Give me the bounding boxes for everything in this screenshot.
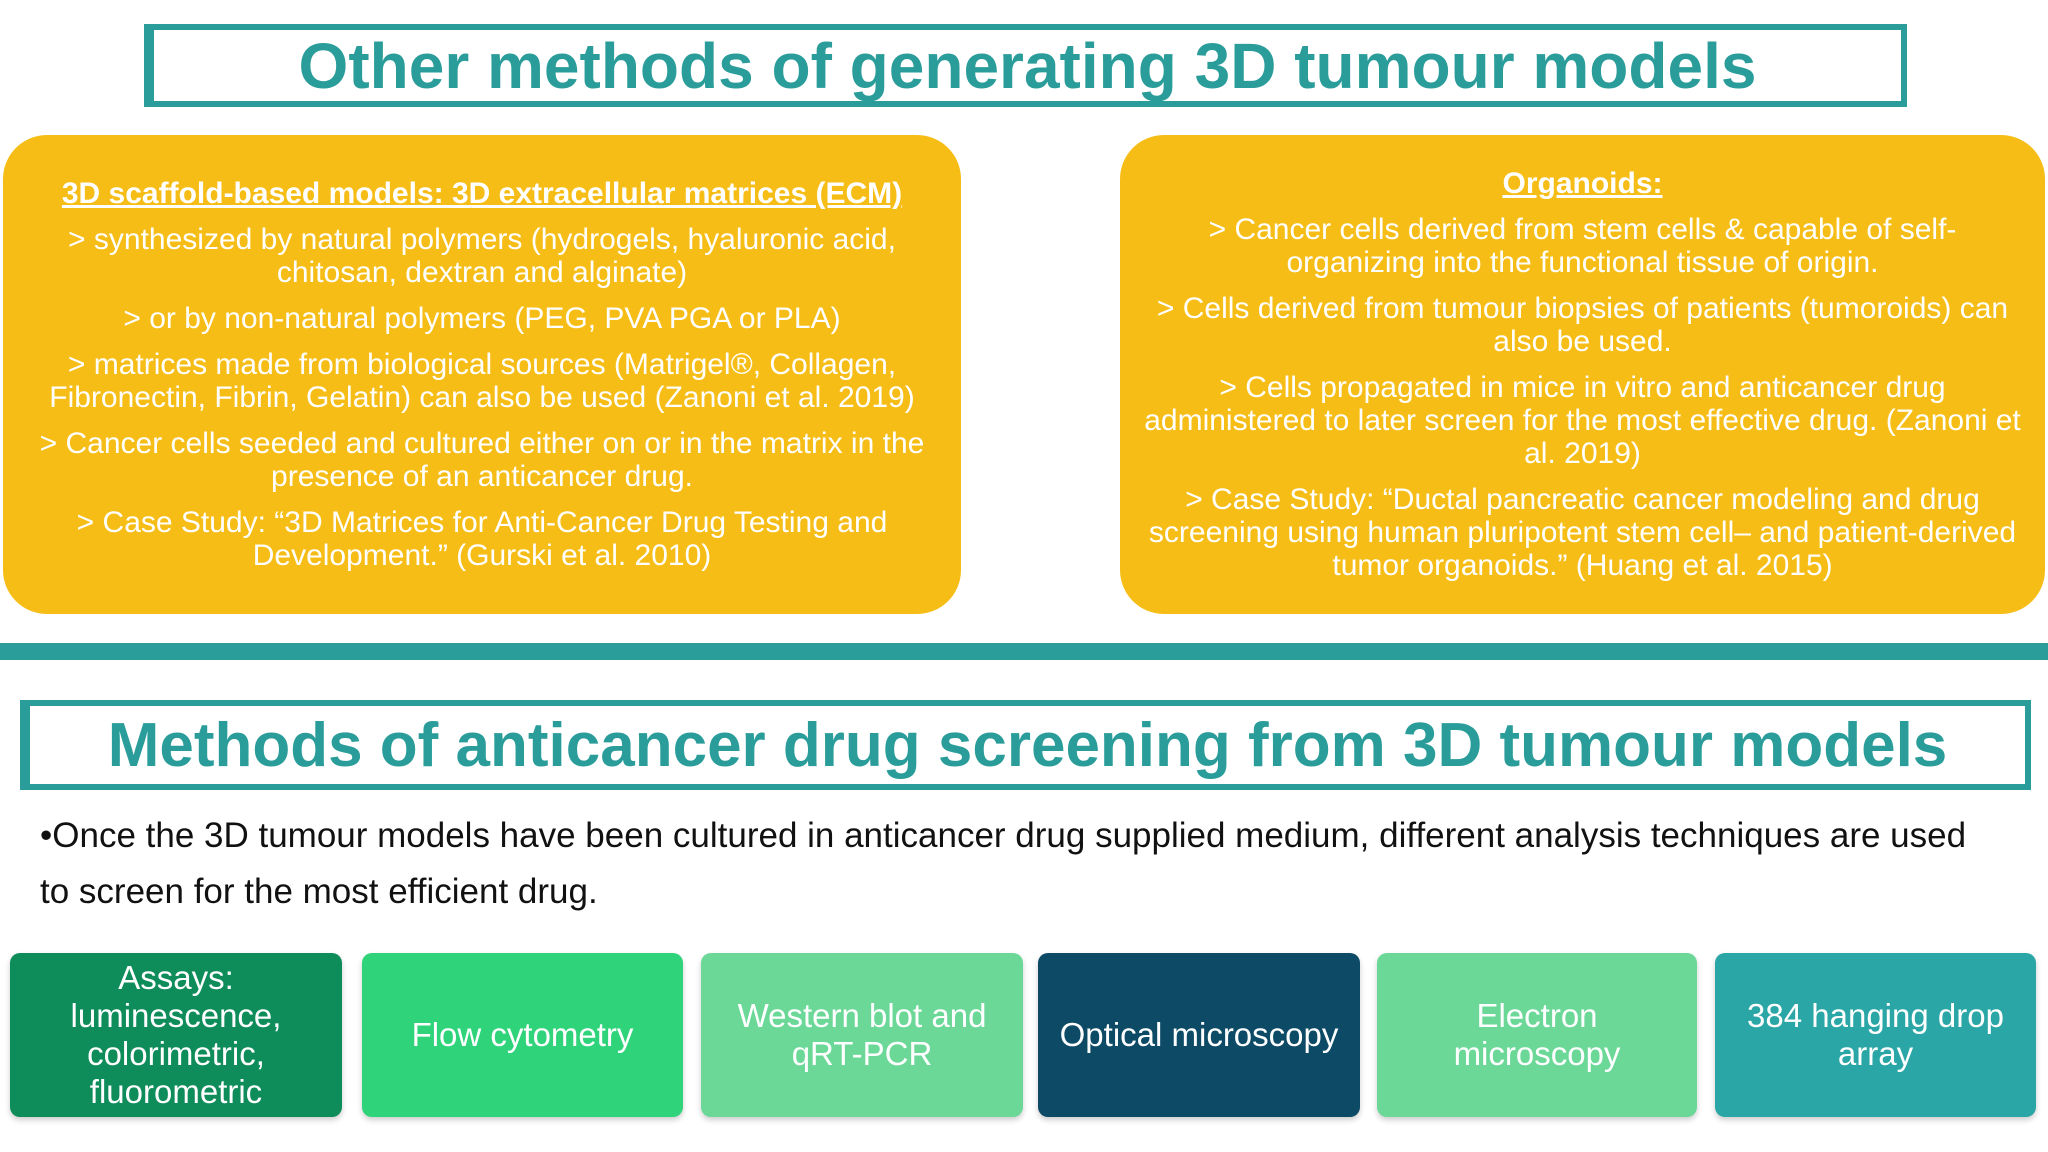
organoid-box: Organoids: > Cancer cells derived from st… <box>1120 135 2045 614</box>
box-item: > Cancer cells seeded and cultured eithe… <box>39 427 925 493</box>
body-text: •Once the 3D tumour models have been cul… <box>40 816 1967 911</box>
box-item: > Cells derived from tumour biopsies of … <box>1156 292 2009 358</box>
method-box: Assays: luminescence, colorimetric, fluo… <box>10 953 342 1117</box>
scaffold-box: 3D scaffold-based models: 3D extracellul… <box>3 135 961 614</box>
box-heading: Organoids: <box>1502 167 1663 200</box>
divider <box>0 643 2048 660</box>
title-banner: Other methods of generating 3D tumour mo… <box>144 24 1907 107</box>
box-item: > Cells propagated in mice in vitro and … <box>1144 371 2021 470</box>
box-item: > or by non-natural polymers (PEG, PVA P… <box>123 302 841 335</box>
section-banner: Methods of anticancer drug screening fro… <box>20 700 2031 790</box>
box-item: > Cancer cells derived from stem cells &… <box>1208 213 1957 279</box>
method-box: Flow cytometry <box>362 953 683 1117</box>
box-item: > Case Study: “Ductal pancreatic cancer … <box>1148 483 2017 582</box>
method-box: Optical microscopy <box>1038 953 1360 1117</box>
box-item: > Case Study: “3D Matrices for Anti-Canc… <box>76 506 888 572</box>
box-item: > synthesized by natural polymers (hydro… <box>68 223 896 289</box>
box-heading: 3D scaffold-based models: 3D extracellul… <box>61 177 903 210</box>
method-box: Western blot and qRT-PCR <box>701 953 1023 1117</box>
method-box: Electron microscopy <box>1377 953 1697 1117</box>
box-item: > matrices made from biological sources … <box>49 348 915 414</box>
method-box: 384 hanging drop array <box>1715 953 2036 1117</box>
